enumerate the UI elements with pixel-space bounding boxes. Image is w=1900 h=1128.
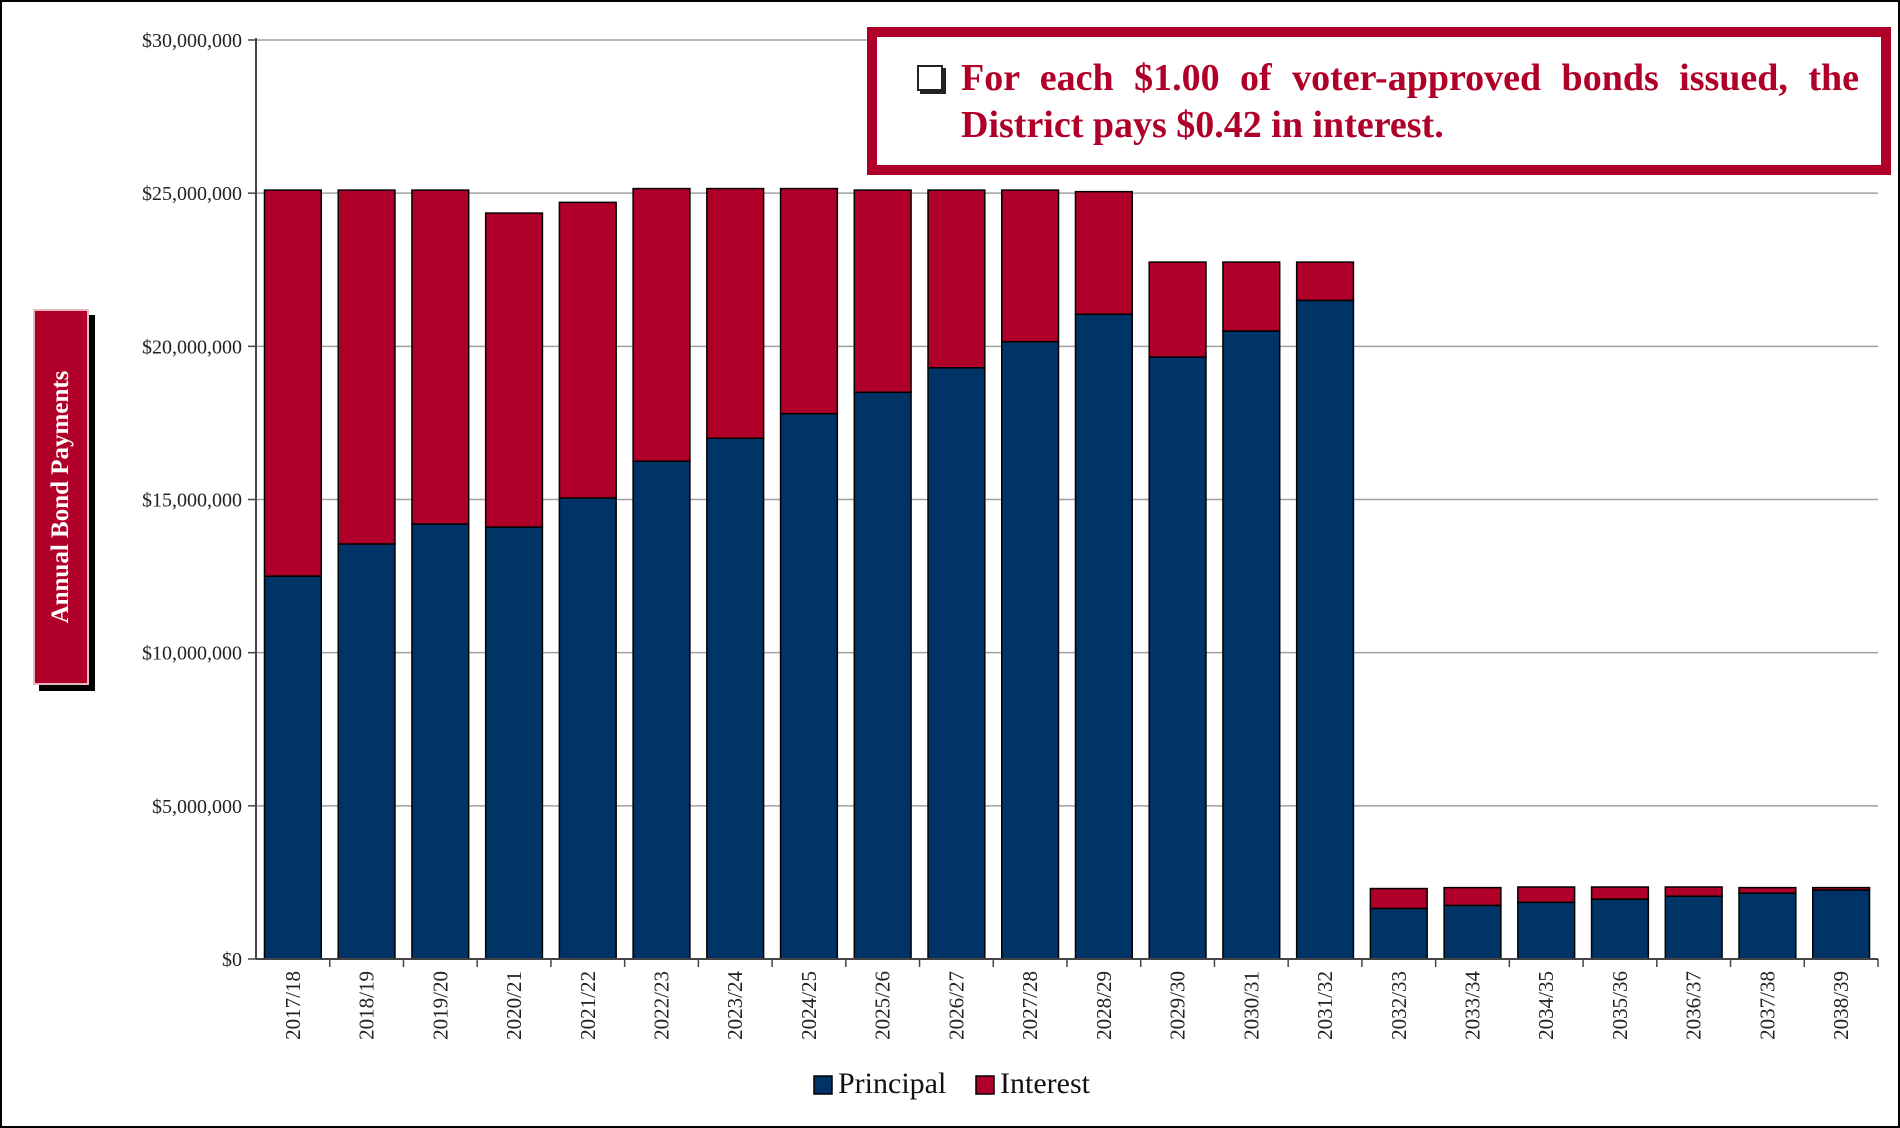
bar-principal — [1590, 898, 1650, 960]
x-tick-label: 2031/32 — [1313, 971, 1337, 1040]
bar-interest — [1369, 887, 1428, 910]
x-tick-label: 2021/22 — [576, 971, 600, 1040]
x-tick-label: 2027/28 — [1018, 971, 1042, 1040]
bar-principal — [779, 412, 839, 960]
bar-principal — [632, 460, 691, 960]
x-tick-label: 2033/34 — [1461, 971, 1485, 1040]
bar-interest — [853, 189, 912, 394]
bar-principal — [1148, 356, 1207, 960]
x-tick-label: 2022/23 — [650, 971, 674, 1040]
x-tick-label: 2035/36 — [1608, 971, 1632, 1040]
bar-principal — [411, 523, 470, 960]
bar-interest — [1001, 189, 1060, 343]
bar-interest — [1738, 886, 1797, 894]
y-tick-label: $25,000,000 — [142, 183, 242, 205]
legend-swatch-principal — [813, 1075, 833, 1095]
y-axis-label-box: Annual Bond Payments — [33, 309, 89, 685]
bar-principal — [558, 497, 617, 960]
x-tick-label: 2020/21 — [502, 971, 526, 1040]
y-tick-label: $30,000,000 — [142, 30, 242, 52]
legend: Principal Interest — [813, 1067, 1091, 1100]
bar-interest — [706, 187, 765, 439]
bar-principal — [1001, 340, 1060, 960]
x-tick-label: 2018/19 — [355, 971, 379, 1040]
bar-principal — [1812, 889, 1871, 960]
bar-principal — [706, 437, 765, 960]
bar-interest — [632, 187, 691, 462]
x-tick-label: 2037/38 — [1755, 971, 1779, 1040]
y-tick-label: $10,000,000 — [142, 643, 242, 665]
x-tick-label: 2023/24 — [723, 971, 747, 1040]
y-tick-label: $0 — [222, 949, 242, 971]
bar-interest — [1148, 261, 1207, 358]
bar-principal — [1664, 895, 1723, 960]
bar-interest — [1443, 886, 1502, 907]
bar-interest — [411, 189, 470, 525]
bar-interest — [1812, 886, 1871, 891]
bar-interest — [927, 189, 986, 369]
y-tick-label: $15,000,000 — [142, 490, 242, 512]
callout-box: For each $1.00 of voter-approved bonds i… — [867, 27, 1891, 175]
bar-interest — [1074, 190, 1133, 315]
y-axis-ticks: $0 $5,000,000 $10,000,000 $15,000,000 $20,00… — [142, 30, 242, 971]
bar-interest — [484, 212, 544, 528]
bar-principal — [263, 575, 322, 960]
y-tick-label: $20,000,000 — [142, 336, 242, 358]
legend-label: Interest — [1000, 1067, 1091, 1100]
legend-label: Principal — [838, 1067, 946, 1100]
bar-interest — [1590, 886, 1650, 901]
x-tick-label: 2029/30 — [1166, 971, 1190, 1040]
bar-interest — [263, 189, 322, 577]
callout-line: For each $1.00 of voter-approved bonds i… — [917, 55, 1859, 149]
bar-principal — [853, 391, 912, 960]
x-tick-label: 2034/35 — [1534, 971, 1558, 1040]
bar-interest — [337, 189, 396, 545]
x-tick-label: 2030/31 — [1239, 971, 1263, 1040]
bar-principal — [1222, 330, 1281, 960]
bar-principal — [1295, 299, 1355, 960]
x-tick-label: 2038/39 — [1829, 971, 1853, 1040]
bar-principal — [337, 543, 396, 960]
bar-principal — [484, 526, 544, 960]
x-tick-label: 2026/27 — [944, 971, 968, 1040]
x-tick-label: 2032/33 — [1387, 971, 1411, 1040]
bar-principal — [927, 367, 986, 960]
bars — [263, 187, 1871, 960]
bar-principal — [1517, 901, 1576, 960]
bar-principal — [1443, 904, 1502, 960]
callout-text: For each $1.00 of voter-approved bonds i… — [961, 57, 1859, 146]
bar-interest — [1664, 886, 1723, 897]
bar-interest — [779, 187, 839, 415]
bar-interest — [1295, 261, 1355, 302]
bar-interest — [1222, 261, 1281, 332]
x-tick-label: 2017/18 — [281, 971, 305, 1040]
callout-inner: For each $1.00 of voter-approved bonds i… — [874, 34, 1884, 168]
y-axis-label: Annual Bond Payments — [47, 370, 74, 624]
bar-principal — [1369, 907, 1428, 960]
bar-principal — [1738, 892, 1797, 960]
x-tick-label: 2025/26 — [871, 971, 895, 1040]
axes — [248, 38, 1879, 967]
legend-swatch-interest — [975, 1075, 995, 1095]
x-axis-ticks: 2017/18 2018/19 2019/20 2020/21 2021/22 2022/… — [281, 971, 1853, 1040]
x-tick-label: 2036/37 — [1682, 971, 1706, 1040]
bar-principal — [1074, 313, 1133, 960]
bar-interest — [558, 201, 617, 499]
x-tick-label: 2019/20 — [428, 971, 452, 1040]
y-tick-label: $5,000,000 — [152, 796, 242, 818]
bar-interest — [1517, 886, 1576, 904]
x-tick-label: 2028/29 — [1092, 971, 1116, 1040]
x-tick-label: 2024/25 — [797, 971, 821, 1040]
checkbox-icon — [917, 65, 943, 91]
